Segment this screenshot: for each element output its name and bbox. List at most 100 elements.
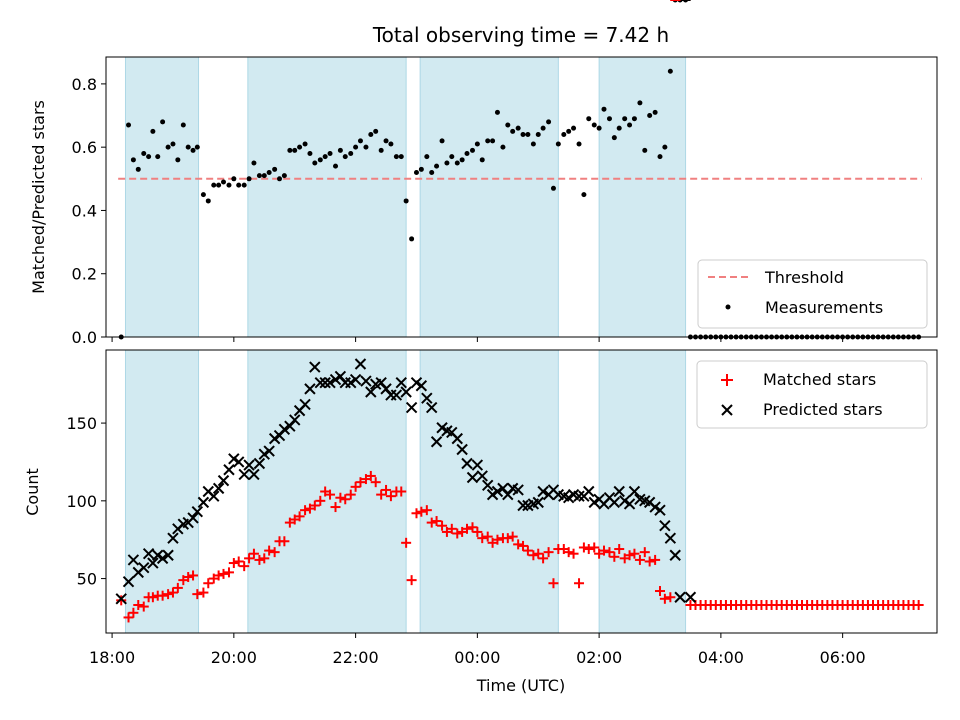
predicted-star-point [654,504,666,516]
predicted-star-point [608,496,621,509]
predicted-star-point [243,459,255,471]
matched-star-point [330,502,341,513]
measurement-point [226,182,232,188]
matched-star-point [655,586,665,597]
predicted-star-point [674,591,686,603]
matched-star-point [167,587,178,598]
measurement-point [170,141,176,147]
measurement-point [292,147,298,153]
predicted-star-point [365,386,377,398]
measurement-point [236,182,242,188]
measurement-point [205,198,211,204]
measurement-point [398,154,404,160]
predicted-star-point [289,414,301,426]
measurement-point [520,132,526,138]
predicted-star-point [451,432,463,445]
measurement-point [190,147,196,153]
matched-star-point [467,522,478,533]
y-tick-label: 150 [66,414,97,433]
matched-star-point [123,612,134,623]
predicted-star-point [517,499,529,512]
measurement-point [353,144,359,150]
matched-star-point [533,548,544,559]
predicted-star-point [127,554,140,566]
measurement-point [464,150,470,156]
matched-star-point [340,494,351,505]
matched-star-point [335,492,346,503]
measurement-point [251,160,257,166]
chart-title: Total observing time = 7.42 h [372,23,669,47]
matched-star-point [300,505,311,516]
predicted-star-point [142,547,155,560]
measurement-point [540,125,546,131]
predicted-star-point [324,376,336,389]
y-tick-label: 0.0 [72,328,97,347]
count-points [115,0,924,623]
measurement-point [546,119,552,125]
measurement-point [287,147,293,153]
ratio-legend-box [697,259,928,329]
matched-star-point [128,607,139,618]
x-axis-label: Time (UTC) [476,676,565,695]
measurement-point [647,113,653,119]
measurement-points [118,0,922,340]
matched-star-point [492,534,503,545]
matched-star-point [223,567,234,578]
matched-star-point [376,489,387,500]
matched-star-point [355,477,366,488]
measurement-point [616,125,622,131]
measurement-point [220,179,226,185]
matched-star-point [239,561,250,572]
measurement-point [601,106,607,112]
legend-matched-label: Matched stars [763,370,876,389]
measurement-point [312,160,318,166]
matched-star-point [538,553,549,564]
measurement-point [200,192,206,198]
predicted-star-point [147,557,159,569]
matched-star-point [370,477,381,488]
predicted-star-point [659,520,671,532]
measurement-point [146,154,152,160]
measurement-point [272,166,278,172]
predicted-star-point [471,459,484,471]
matched-star-point [437,520,448,531]
measurement-point [322,154,328,160]
counts-x-ticks: 18:00 20:00 22:00 00:00 02:00 04:00 06:00 [89,633,866,667]
measurement-point [474,141,480,147]
matched-star-point [264,545,275,556]
matched-star-point [138,601,149,612]
predicted-star-point [466,471,479,484]
matched-star-point [396,486,407,497]
measurement-point [576,141,582,147]
measurement-point [368,132,374,138]
matched-star-point [228,558,239,569]
predicted-star-point [138,561,150,574]
observing-window-1 [124,349,200,634]
counts-y-axis-label: Count [23,468,42,516]
measurement-point [454,160,460,166]
matched-star-point [233,556,244,567]
predicted-star-point [349,373,362,386]
measurement-point [333,163,339,169]
measurement-point [494,109,500,115]
predicted-star-point [314,376,327,389]
observing-window-4 [598,56,687,338]
ratio-axes-frame [105,56,938,338]
predicted-star-point [122,575,135,588]
predicted-star-point [491,485,504,498]
matched-star-point [650,554,661,565]
predicted-star-point [162,549,174,561]
matched-star-point [913,600,924,611]
predicted-star-point [573,490,585,502]
matched-star-point [163,589,174,600]
matched-star-point [543,547,554,558]
measurement-point [550,185,556,191]
matched-star-point [446,523,457,534]
matched-star-point [350,481,361,492]
predicted-star-point [664,532,677,544]
matched-star-point [574,578,585,589]
predicted-star-point [628,485,641,498]
predicted-star-point [476,470,488,482]
y-tick-label: 0.4 [72,201,97,220]
